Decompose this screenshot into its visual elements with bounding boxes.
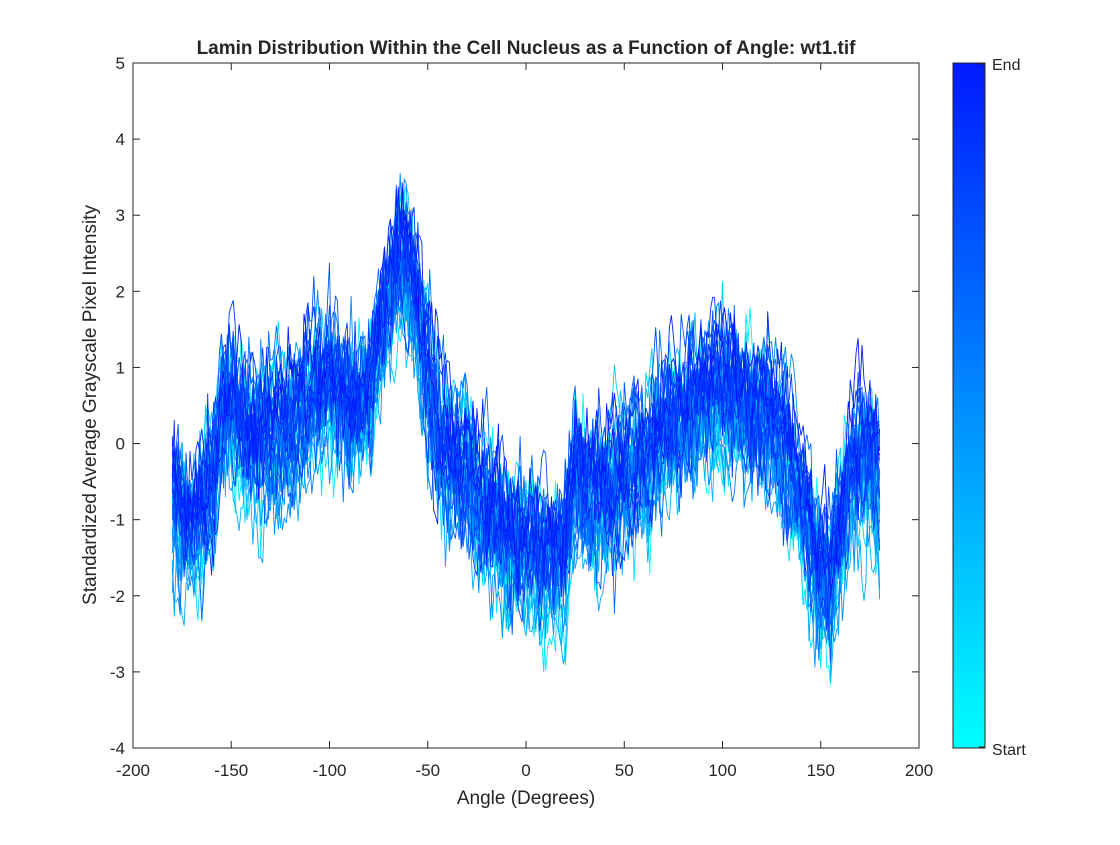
x-tick-label: 200 xyxy=(905,761,933,780)
y-axis-label: Standardized Average Grayscale Pixel Int… xyxy=(80,205,101,605)
series-line xyxy=(171,189,880,632)
y-tick-label: -3 xyxy=(110,663,125,682)
y-tick-label: 4 xyxy=(116,130,125,149)
colorbar-label-end: End xyxy=(992,57,1020,74)
x-tick-label: -150 xyxy=(214,761,248,780)
y-tick-label: 0 xyxy=(116,435,125,454)
y-axis: -4 -3 -2 -1 0 1 2 3 4 5 xyxy=(110,54,919,758)
chart-title: Lamin Distribution Within the Cell Nucle… xyxy=(197,38,857,59)
x-axis: -200 -150 -100 -50 0 50 100 150 200 xyxy=(116,63,933,780)
y-tick-label: 2 xyxy=(116,282,125,301)
y-tick-label: 5 xyxy=(116,54,125,73)
series-line xyxy=(171,186,881,599)
colorbar-label-start: Start xyxy=(992,742,1026,759)
x-tick-label: 0 xyxy=(521,761,530,780)
series-line xyxy=(171,196,881,573)
x-tick-label: 150 xyxy=(807,761,835,780)
series-line xyxy=(171,210,881,599)
x-axis-label: Angle (Degrees) xyxy=(457,788,595,809)
series-line xyxy=(171,182,881,602)
y-tick-label: 3 xyxy=(116,206,125,225)
colorbar: End Start xyxy=(952,57,1026,759)
y-tick-label: 1 xyxy=(116,358,125,377)
x-tick-label: 50 xyxy=(615,761,634,780)
colorbar-gradient xyxy=(952,62,986,749)
y-tick-label: -1 xyxy=(110,511,125,530)
y-tick-label: -4 xyxy=(110,739,125,758)
x-tick-label: -100 xyxy=(312,761,346,780)
x-tick-label: -50 xyxy=(415,761,440,780)
series-lines xyxy=(171,172,881,685)
x-tick-label: 100 xyxy=(708,761,736,780)
y-tick-label: -2 xyxy=(110,587,125,606)
x-tick-label: -200 xyxy=(116,761,150,780)
